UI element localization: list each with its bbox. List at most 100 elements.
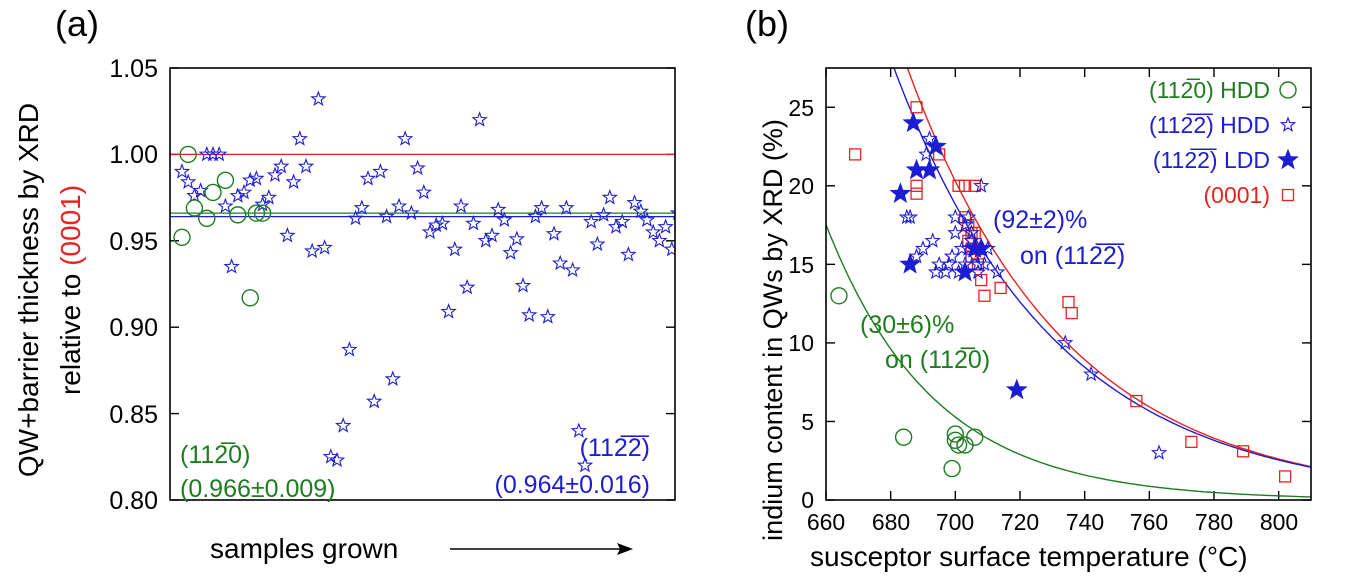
panel-a-point-1122 <box>595 206 612 222</box>
panel-a-point-1122 <box>477 232 495 248</box>
panel-a-point-1122 <box>303 242 321 259</box>
panel-a-point-1122 <box>334 417 352 433</box>
panel-a-point-1122 <box>328 451 346 468</box>
panel-a-point-1122 <box>638 211 656 227</box>
panel-a-point-1122 <box>223 258 240 274</box>
panel-b-xtick-label: 720 <box>1001 509 1039 535</box>
panel-b-point <box>952 179 965 192</box>
panel-a-point-1122 <box>365 392 383 409</box>
panel-a-ytick-label: 1.00 <box>109 141 158 169</box>
panel-a-point-1122 <box>533 199 550 215</box>
legend-markers <box>1277 81 1299 202</box>
panel-b-green-annotation-face: on (112̅0) <box>885 346 990 374</box>
panel-a-point-1122 <box>465 214 482 231</box>
panel-a-point-1122 <box>452 197 470 214</box>
legend-label-1122-ldd: (112̅2̅) LDD <box>1153 147 1270 173</box>
panel-b-plot-frame <box>825 67 1312 501</box>
legend-label-0001: (0001) <box>1204 182 1270 208</box>
panel-a-xlabel: samples grown <box>210 533 398 564</box>
panel-a: (a) 0.80 0.85 0.90 0.95 1.00 1.05 QW+bar… <box>13 3 676 564</box>
panel-a-ylabel: QW+barrier thickness by XRD relative to … <box>13 103 86 477</box>
panel-a-point-1122 <box>607 218 625 234</box>
panel-b-ytick-labels: 0 5 10 15 20 25 <box>788 95 814 513</box>
panel-a-point-1122 <box>458 278 476 295</box>
panel-b-point <box>976 255 993 272</box>
panel-a-point-1120 <box>241 289 259 307</box>
panel-b-fit-curve <box>893 68 1311 468</box>
panel-b-point <box>848 148 862 161</box>
panel-a-ytick-label: 0.95 <box>109 228 158 256</box>
panel-a-ylabel-line1: QW+barrier thickness by XRD <box>13 103 44 477</box>
panel-b-point <box>1057 334 1074 350</box>
panel-b-point <box>972 177 990 193</box>
panel-a-point-1122 <box>570 422 588 438</box>
panel-b-label: (b) <box>745 3 789 44</box>
panel-a-point-1122 <box>489 201 507 217</box>
panel-a-point-1122 <box>657 218 674 234</box>
panel-b-ylabel: indium content in QWs by XRD (%) <box>758 119 788 541</box>
legend-marker <box>1279 81 1297 99</box>
panel-a-point-1120 <box>253 204 272 222</box>
panel-a-ylabel-ref: (0001) <box>55 185 86 266</box>
panel-b-point <box>960 208 977 225</box>
panel-a-point-1122 <box>421 223 439 240</box>
panel-a-point-1122 <box>272 157 290 174</box>
panel-a-point-1120 <box>229 206 247 224</box>
panel-b-xtick-label: 800 <box>1260 509 1298 535</box>
panel-a-point-1122 <box>210 145 228 162</box>
panel-b-point <box>1062 295 1075 309</box>
panel-a-point-1122 <box>390 197 408 214</box>
panel-a-point-1122 <box>527 208 544 224</box>
panel-a-point-1122 <box>285 173 302 189</box>
panel-b-point <box>1150 444 1168 460</box>
panel-b-point <box>910 187 923 200</box>
panel-a-point-1122 <box>651 232 668 248</box>
panel-a-ytick-label: 0.80 <box>109 487 158 515</box>
panel-b-point <box>946 431 965 450</box>
panel-a-point-1122 <box>316 239 333 255</box>
legend-label-1122-hdd: (112̅2̅) HDD <box>1149 112 1270 138</box>
panel-b-point <box>954 260 976 282</box>
panel-a-point-1122 <box>545 225 563 241</box>
panel-b-point <box>989 263 1006 280</box>
panel-a-point-1122 <box>279 227 296 243</box>
panel-a-point-1122 <box>291 130 309 146</box>
panel-a-point-1122 <box>564 261 581 278</box>
panel-b-point <box>914 240 932 256</box>
panel-a-ytick-label: 0.90 <box>109 314 158 342</box>
panel-b-point <box>1083 365 1100 382</box>
panel-b-point <box>946 425 965 443</box>
panel-a-point-1122 <box>613 213 631 229</box>
panel-b-point <box>968 179 981 192</box>
panel-a-ylabel-line2: relative to (0001) <box>55 185 86 395</box>
panel-a-point-1122 <box>589 235 606 252</box>
panel-a-point-1122 <box>601 189 619 205</box>
panel-a-point-1122 <box>241 171 259 188</box>
panel-a-point-1122 <box>471 111 488 127</box>
panel-b-point <box>1185 435 1198 449</box>
panel-a-point-1122 <box>663 240 675 257</box>
panel-a-point-1122 <box>353 199 371 215</box>
panel-b-point <box>1278 470 1292 483</box>
panel-b-point <box>958 179 972 192</box>
panel-a-point-1122 <box>347 209 364 226</box>
panel-b-point <box>966 428 984 446</box>
panel-a-point-1122 <box>359 170 377 186</box>
panel-a-point-1120 <box>173 228 191 247</box>
panel-b-xtick-label: 780 <box>1195 509 1233 535</box>
panel-a-point-1122 <box>626 194 643 210</box>
panel-b-point <box>902 111 925 133</box>
panel-b-point <box>925 135 947 156</box>
panel-b-point <box>1005 378 1028 400</box>
panel-b-point <box>894 428 913 446</box>
panel-a-point-1122 <box>558 199 575 215</box>
panel-b-points <box>830 101 1292 483</box>
panel-b-xtick-labels: 660 680 700 720 740 760 780 800 <box>807 509 1298 535</box>
panel-a-ylabel-line2-text: relative to <box>55 266 86 395</box>
panel-b-point <box>1065 306 1078 320</box>
panel-a-point-1122 <box>384 370 402 386</box>
panel-a-point-1122 <box>483 227 501 243</box>
panel-b-point <box>943 459 961 478</box>
panel-a-point-1122 <box>260 189 278 205</box>
panel-a-point-1122 <box>396 130 414 146</box>
